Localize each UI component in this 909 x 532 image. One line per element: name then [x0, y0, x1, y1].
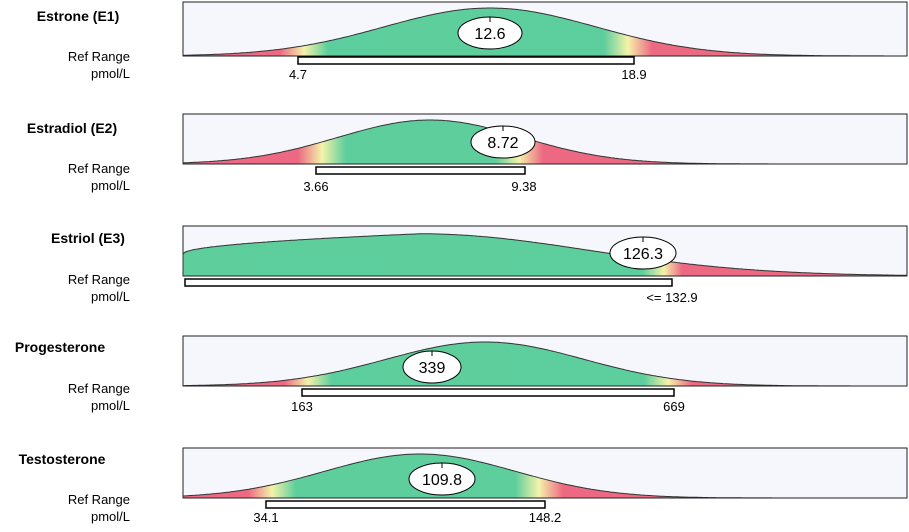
hormone-name: Progesterone [15, 339, 105, 355]
value-label: 126.3 [623, 246, 663, 263]
range-low-label: 34.1 [253, 510, 278, 525]
range-low-label: 4.7 [289, 67, 307, 82]
value-label: 12.6 [474, 26, 505, 43]
range-high-label: 669 [663, 399, 685, 414]
range-high-label: 9.38 [511, 179, 536, 194]
panel-testosterone: Testosterone Ref Range pmol/L 34.1 148.2 [19, 451, 562, 525]
panel-estradiol: Estradiol (E2) Ref Range pmol/L 3.66 9.3… [27, 120, 537, 194]
ref-range-label: Ref Range [68, 492, 130, 507]
range-high-label: 148.2 [529, 510, 562, 525]
value-label: 109.8 [422, 472, 462, 489]
unit-label: pmol/L [91, 509, 130, 524]
chart-marks: 12.6 8.72 126.3 339 109.8 [182, 1, 908, 509]
panel-progesterone: Progesterone Ref Range pmol/L 163 669 [15, 339, 685, 414]
range-low-label: 163 [291, 399, 313, 414]
unit-label: pmol/L [91, 289, 130, 304]
ref-range-label: Ref Range [68, 49, 130, 64]
panel-estrone: Estrone (E1) Ref Range pmol/L 4.7 18.9 [37, 8, 647, 82]
distribution-curve [182, 7, 907, 57]
value-label: 339 [419, 360, 446, 377]
range-high-label: 18.9 [621, 67, 646, 82]
ref-range-bar [184, 278, 673, 287]
ref-range-bar [297, 56, 635, 65]
distribution-curve [182, 233, 908, 277]
unit-label: pmol/L [91, 66, 130, 81]
ref-range-label: Ref Range [68, 161, 130, 176]
range-high-label: <= 132.9 [646, 290, 697, 305]
hormone-name: Estrone (E1) [37, 8, 119, 24]
ref-range-label: Ref Range [68, 381, 130, 396]
hormone-name: Estradiol (E2) [27, 120, 117, 136]
ref-range-bar [301, 388, 675, 397]
unit-label: pmol/L [91, 398, 130, 413]
ref-range-bar [315, 166, 526, 175]
ref-range-label: Ref Range [68, 272, 130, 287]
panel-estriol: Estriol (E3) Ref Range pmol/L <= 132.9 [51, 230, 698, 305]
value-label: 8.72 [487, 135, 518, 152]
hormone-name: Estriol (E3) [51, 230, 125, 246]
ref-range-bar [265, 500, 546, 509]
range-low-label: 3.66 [303, 179, 328, 194]
unit-label: pmol/L [91, 178, 130, 193]
hormone-name: Testosterone [19, 451, 106, 467]
